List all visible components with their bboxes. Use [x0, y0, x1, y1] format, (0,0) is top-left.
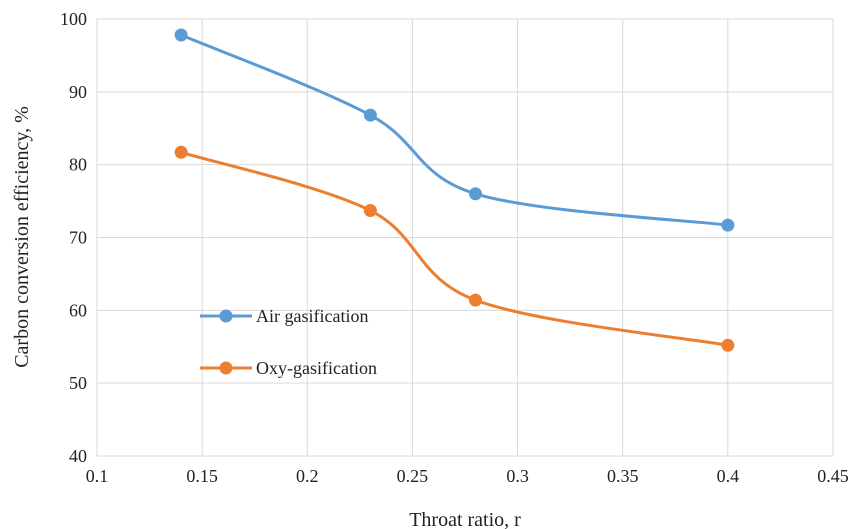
data-point — [469, 293, 483, 307]
data-point — [174, 145, 188, 159]
y-tick-label: 60 — [69, 300, 87, 320]
plot-frame — [96, 18, 834, 457]
x-tick-label: 0.45 — [817, 466, 849, 486]
tick-labels: 0.1 0.15 0.2 0.25 0.3 0.35 0.4 0.45 40 50 60 70 80 90… — [60, 9, 849, 486]
y-tick-label: 40 — [69, 446, 87, 466]
x-tick-label: 0.25 — [397, 466, 429, 486]
y-axis-title: Carbon conversion efficiency, % — [11, 106, 33, 368]
legend: Air gasification Oxy-gasification — [200, 306, 377, 378]
y-tick-label: 80 — [69, 155, 87, 175]
data-point — [469, 187, 483, 201]
data-point — [363, 108, 377, 122]
x-tick-label: 0.1 — [86, 466, 109, 486]
y-tick-label: 90 — [69, 82, 87, 102]
data-point — [363, 204, 377, 218]
legend-marker — [219, 361, 233, 375]
x-tick-label: 0.15 — [186, 466, 218, 486]
series-lines — [174, 28, 735, 352]
x-tick-label: 0.35 — [607, 466, 639, 486]
series-line-1 — [180, 150, 729, 347]
x-tick-label: 0.4 — [717, 466, 740, 486]
x-tick-label: 0.2 — [296, 466, 319, 486]
series-line-0 — [180, 33, 729, 227]
y-tick-label: 100 — [60, 9, 87, 29]
legend-label: Air gasification — [256, 306, 368, 326]
data-point — [721, 338, 735, 352]
data-point — [174, 28, 188, 42]
grid-lines — [96, 18, 834, 457]
x-axis-title: Throat ratio, r — [409, 509, 521, 529]
legend-label: Oxy-gasification — [256, 358, 377, 378]
x-tick-label: 0.3 — [506, 466, 529, 486]
data-point — [721, 218, 735, 232]
y-tick-label: 70 — [69, 228, 87, 248]
y-tick-label: 50 — [69, 373, 87, 393]
legend-marker — [219, 309, 233, 323]
